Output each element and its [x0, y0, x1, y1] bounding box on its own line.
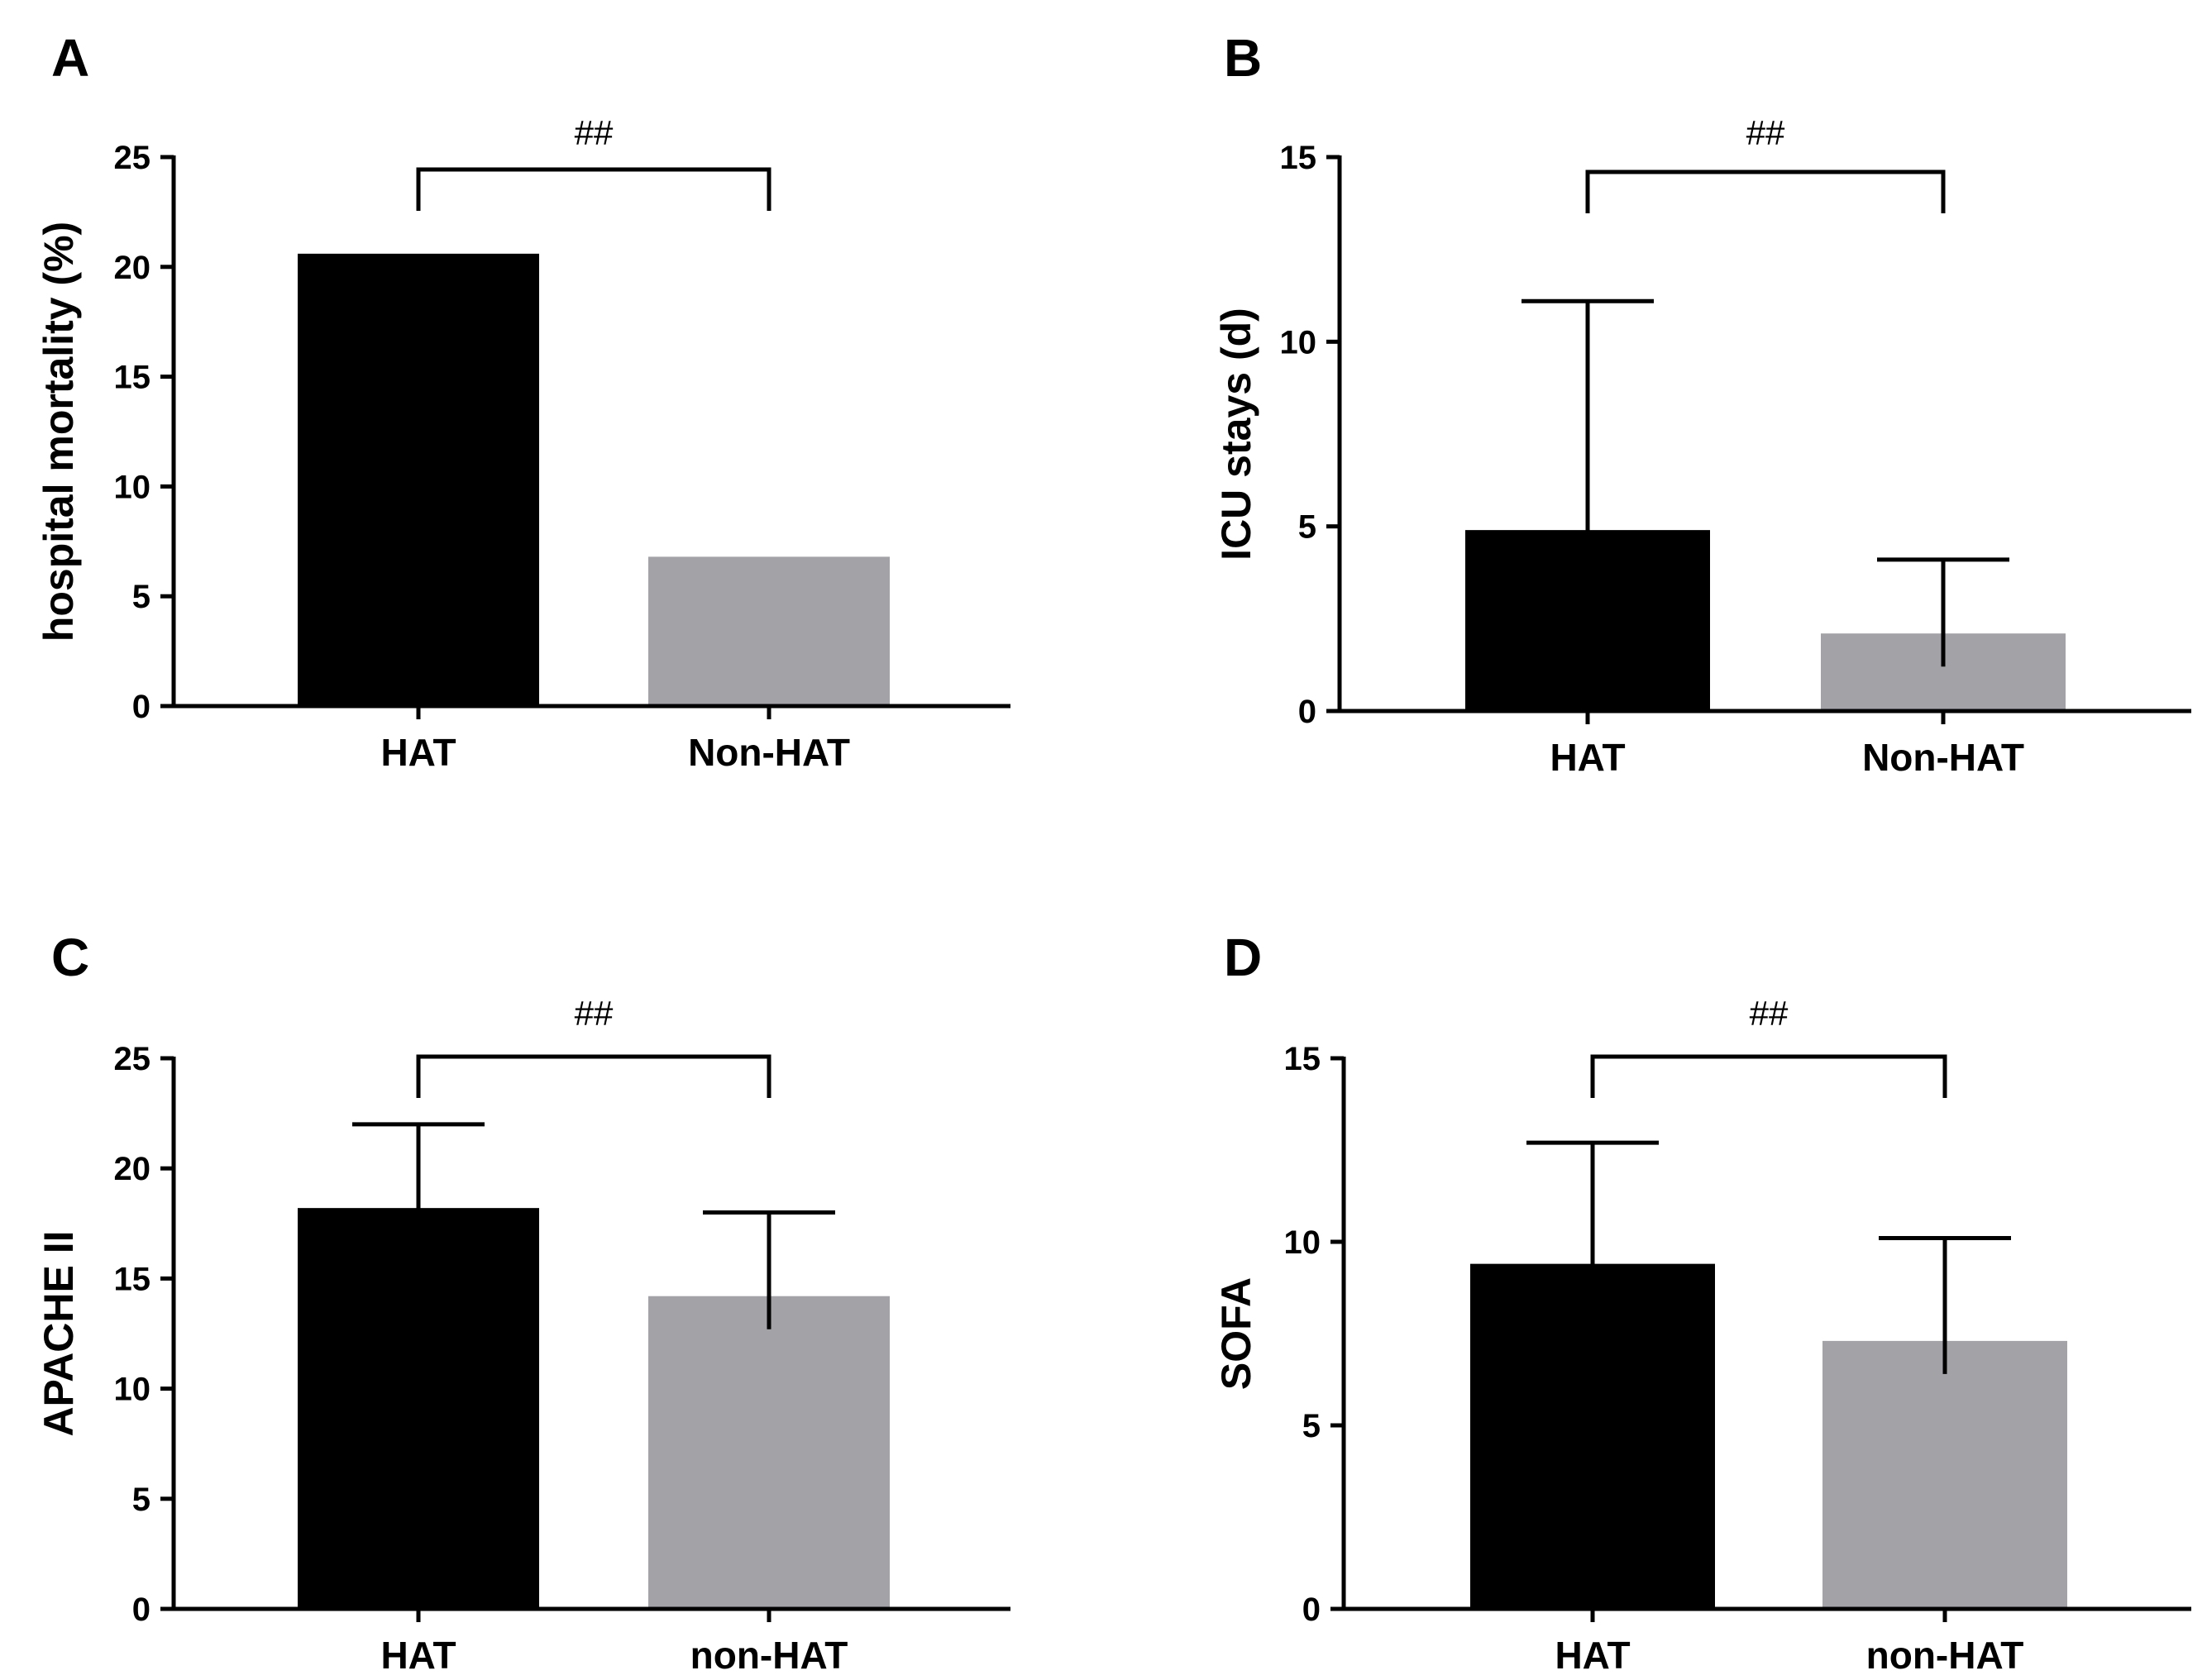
bar-hat — [298, 1208, 539, 1609]
y-axis-title: ICU stays (d) — [1213, 308, 1259, 561]
y-tick-label: 0 — [132, 689, 150, 725]
y-tick-label: 15 — [1280, 140, 1317, 176]
x-tick-label: non-HAT — [690, 1634, 848, 1677]
y-tick-label: 20 — [114, 1151, 151, 1187]
y-tick-label: 20 — [114, 250, 151, 286]
y-tick-label: 10 — [1284, 1224, 1321, 1261]
bar-hat — [298, 253, 539, 706]
y-axis-title: SOFA — [1213, 1277, 1259, 1390]
bar-hat — [1470, 1263, 1715, 1609]
y-tick-label: 0 — [1298, 694, 1316, 730]
significance-label: ## — [575, 113, 614, 152]
y-axis-title: hospital mortality (%) — [36, 222, 82, 642]
chart-panel-c: C 0 5 10 15 20 25 HAT non-HAT APACHE II ## — [36, 928, 1010, 1677]
significance-bracket — [1590, 1054, 1947, 1098]
y-tick-label: 0 — [132, 1592, 150, 1628]
y-tick-label: 5 — [1298, 509, 1316, 546]
significance-bracket — [416, 1054, 771, 1098]
x-tick-label: HAT — [380, 731, 456, 774]
panel-letter: B — [1224, 28, 1262, 88]
y-tick-label: 0 — [1302, 1592, 1321, 1628]
y-tick-label: 15 — [114, 360, 151, 396]
significance-bracket — [1585, 169, 1946, 213]
panel-letter: C — [51, 928, 89, 987]
y-tick-label: 10 — [114, 469, 151, 505]
significance-label: ## — [1746, 113, 1785, 152]
x-tick-label: HAT — [1555, 1634, 1630, 1677]
chart-panel-a: A 0 5 10 15 20 25 HAT Non-HAT hospital mortality … — [36, 28, 1010, 774]
bar-non-hat — [648, 1296, 890, 1609]
y-tick-label: 10 — [114, 1372, 151, 1408]
x-tick-label: HAT — [380, 1634, 456, 1677]
panel-letter: D — [1224, 928, 1262, 987]
y-tick-label: 10 — [1280, 324, 1317, 360]
y-tick-label: 25 — [114, 140, 151, 176]
bar-non-hat — [648, 556, 890, 706]
y-tick-label: 5 — [132, 579, 150, 615]
bar-non-hat — [1822, 1340, 2067, 1609]
significance-label: ## — [575, 994, 614, 1033]
x-tick-label: HAT — [1550, 736, 1625, 779]
y-tick-label: 5 — [132, 1482, 150, 1518]
y-tick-label: 5 — [1302, 1408, 1321, 1444]
chart-panel-d: D 0 5 10 15 HAT non-HAT SOFA ## — [1213, 928, 2191, 1677]
x-tick-label: Non-HAT — [688, 731, 850, 774]
panel-letter: A — [51, 28, 89, 88]
significance-bracket — [416, 167, 771, 211]
y-axis-title: APACHE II — [36, 1230, 82, 1436]
y-tick-label: 15 — [1284, 1041, 1321, 1077]
x-tick-label: non-HAT — [1866, 1634, 2024, 1677]
chart-panel-b: B 0 5 10 15 HAT Non-HAT ICU stays (d) ## — [1213, 28, 2191, 779]
significance-label: ## — [1750, 994, 1789, 1033]
x-tick-label: Non-HAT — [1862, 736, 2024, 779]
y-tick-label: 15 — [114, 1261, 151, 1297]
y-tick-label: 25 — [114, 1041, 151, 1077]
